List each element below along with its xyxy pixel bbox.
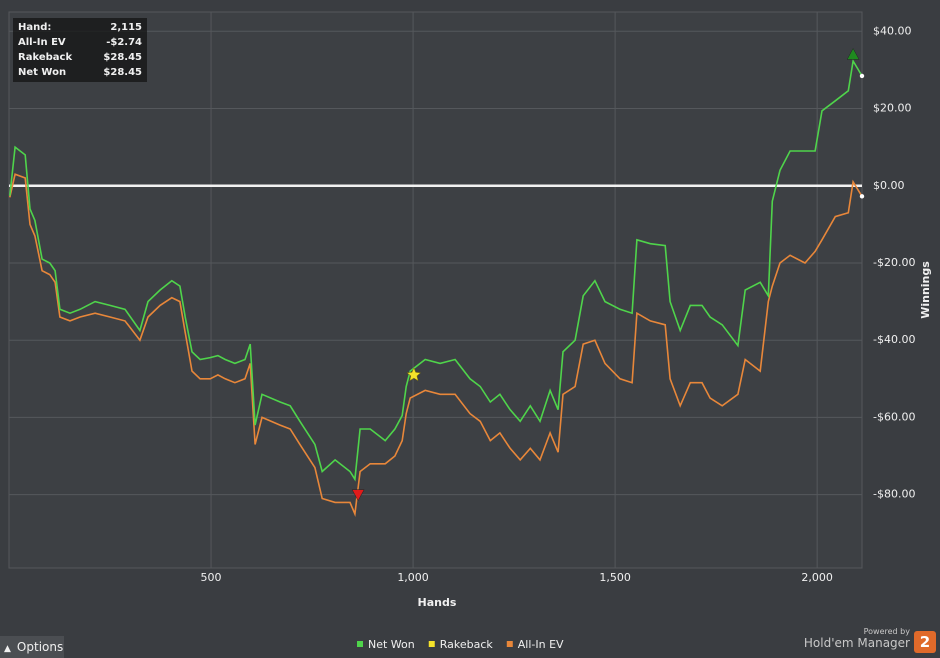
stats-value: $28.45 bbox=[103, 67, 142, 78]
brand-name: Hold'em Manager bbox=[803, 636, 910, 650]
x-tick-label: 1,000 bbox=[397, 571, 429, 584]
legend: Net Won Rakeback All-In EV bbox=[357, 638, 564, 651]
logo: 2 bbox=[914, 631, 936, 653]
line bbox=[9, 58, 863, 482]
legend-swatch bbox=[506, 641, 513, 647]
end-dot bbox=[859, 194, 865, 199]
y-axis-label: Winnings bbox=[919, 261, 932, 319]
stats-row: Hand: 2,115 bbox=[13, 20, 147, 35]
powered-by: Powered by bbox=[863, 627, 910, 636]
stats-value: -$2.74 bbox=[106, 37, 142, 48]
x-tick-label: 500 bbox=[201, 571, 222, 584]
legend-label: All-In EV bbox=[518, 638, 564, 651]
options-button[interactable]: ▲ Options bbox=[0, 636, 64, 658]
marker bbox=[846, 47, 860, 60]
x-tick-label: 1,500 bbox=[599, 571, 631, 584]
end-dot bbox=[859, 73, 865, 79]
stats-row: All-In EV -$2.74 bbox=[13, 35, 147, 50]
plot-area bbox=[8, 11, 863, 569]
line bbox=[9, 173, 863, 517]
stats-label: Net Won bbox=[18, 67, 67, 78]
y-tick-label: -$80.00 bbox=[873, 488, 915, 501]
marker bbox=[351, 489, 365, 502]
stats-value: $28.45 bbox=[103, 52, 142, 63]
stats-row: Net Won $28.45 bbox=[13, 65, 147, 80]
y-tick-label: -$20.00 bbox=[873, 256, 915, 269]
y-tick-label: $0.00 bbox=[873, 179, 905, 192]
legend-label: Net Won bbox=[368, 638, 415, 651]
stats-label: All-In EV bbox=[18, 37, 66, 48]
legend-label: Rakeback bbox=[440, 638, 494, 651]
legend-swatch bbox=[428, 641, 435, 647]
stats-label: Rakeback bbox=[18, 52, 73, 63]
x-axis-label: Hands bbox=[418, 596, 457, 609]
marker bbox=[406, 367, 422, 382]
y-tick-label: $40.00 bbox=[873, 24, 912, 37]
x-tick-label: 2,000 bbox=[801, 571, 833, 584]
stats-box: Hand: 2,115 All-In EV -$2.74 Rakeback $28.4… bbox=[13, 18, 147, 82]
brand: Powered by Hold'em Manager bbox=[804, 627, 910, 650]
y-tick-label: -$40.00 bbox=[873, 333, 915, 346]
legend-swatch bbox=[357, 641, 363, 647]
stats-value: 2,115 bbox=[110, 22, 142, 33]
stats-label: Hand: bbox=[18, 22, 52, 33]
stats-row: Rakeback $28.45 bbox=[13, 50, 147, 65]
options-label: Options bbox=[16, 640, 64, 654]
y-tick-label: $20.00 bbox=[873, 102, 912, 115]
y-tick-label: -$60.00 bbox=[873, 410, 915, 423]
